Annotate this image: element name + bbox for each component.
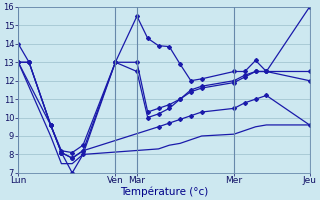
X-axis label: Température (°c): Température (°c) [120, 186, 208, 197]
